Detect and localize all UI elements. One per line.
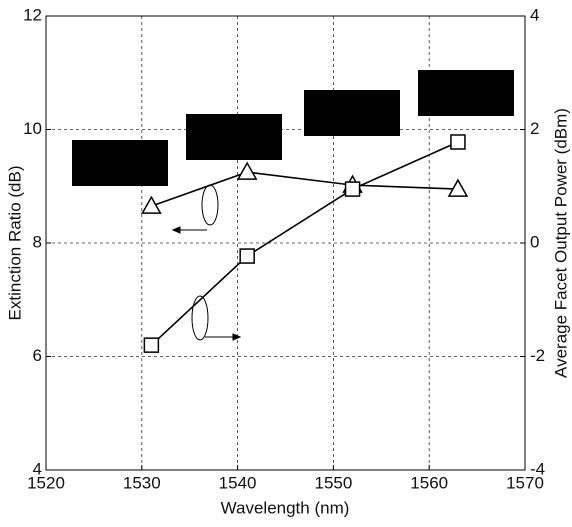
y-tick-label: 8 xyxy=(33,232,42,251)
eye-diagram xyxy=(304,90,400,136)
series-line xyxy=(151,172,458,206)
y2-tick-label: 2 xyxy=(530,119,539,138)
y-axis-title: Extinction Ratio (dB) xyxy=(5,166,24,321)
eye-diagram xyxy=(418,70,514,116)
marker xyxy=(238,163,256,179)
y2-tick-label: 0 xyxy=(530,232,539,251)
marker xyxy=(451,135,465,149)
x-tick-label: 1530 xyxy=(123,473,161,492)
y-tick-label: 10 xyxy=(23,119,42,138)
arrow-head xyxy=(173,227,180,233)
arrow-head xyxy=(233,334,240,340)
marker xyxy=(142,197,160,213)
y2-tick-label: -2 xyxy=(530,346,545,365)
marker xyxy=(346,182,360,196)
eye-diagrams xyxy=(72,70,514,186)
chart: Wavelength (nm) Extinction Ratio (dB) Av… xyxy=(0,0,572,522)
ellipse xyxy=(192,296,208,340)
series-line xyxy=(151,142,458,345)
y-tick-label: 6 xyxy=(33,346,42,365)
marker xyxy=(240,249,254,263)
x-tick-label: 1560 xyxy=(410,473,448,492)
y2-axis-title: Average Facet Output Power (dBm) xyxy=(551,108,570,378)
x-axis-title: Wavelength (nm) xyxy=(221,498,350,517)
eye-diagram xyxy=(72,140,168,186)
y-tick-label: 4 xyxy=(33,459,42,478)
y2-tick-label: 4 xyxy=(530,5,539,24)
x-tick-label: 1540 xyxy=(219,473,257,492)
y-tick-label: 12 xyxy=(23,5,42,24)
y2-tick-label: -4 xyxy=(530,459,545,478)
ellipse xyxy=(202,185,218,225)
marker xyxy=(144,338,158,352)
eye-diagram xyxy=(186,114,282,160)
x-tick-label: 1550 xyxy=(314,473,352,492)
